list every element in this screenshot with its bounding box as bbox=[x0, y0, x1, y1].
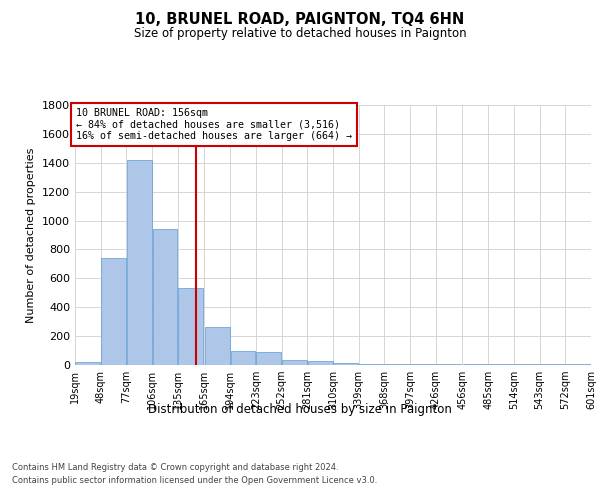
Bar bbox=[101, 258, 126, 365]
Text: 10, BRUNEL ROAD, PAIGNTON, TQ4 6HN: 10, BRUNEL ROAD, PAIGNTON, TQ4 6HN bbox=[136, 12, 464, 28]
Bar bbox=[436, 364, 461, 365]
Bar bbox=[540, 364, 565, 365]
Bar bbox=[76, 362, 100, 365]
Bar bbox=[385, 364, 410, 365]
Text: Contains public sector information licensed under the Open Government Licence v3: Contains public sector information licen… bbox=[12, 476, 377, 485]
Bar bbox=[308, 362, 332, 365]
Bar bbox=[127, 160, 152, 365]
Text: Size of property relative to detached houses in Paignton: Size of property relative to detached ho… bbox=[134, 28, 466, 40]
Bar bbox=[152, 229, 178, 365]
Bar bbox=[334, 363, 358, 365]
Text: Distribution of detached houses by size in Paignton: Distribution of detached houses by size … bbox=[148, 402, 452, 415]
Bar bbox=[514, 364, 539, 365]
Y-axis label: Number of detached properties: Number of detached properties bbox=[26, 148, 37, 322]
Bar bbox=[488, 364, 514, 365]
Bar bbox=[256, 352, 281, 365]
Text: Contains HM Land Registry data © Crown copyright and database right 2024.: Contains HM Land Registry data © Crown c… bbox=[12, 462, 338, 471]
Bar bbox=[359, 364, 384, 365]
Text: 10 BRUNEL ROAD: 156sqm
← 84% of detached houses are smaller (3,516)
16% of semi-: 10 BRUNEL ROAD: 156sqm ← 84% of detached… bbox=[76, 108, 352, 141]
Bar bbox=[178, 288, 203, 365]
Bar bbox=[566, 364, 590, 365]
Bar bbox=[463, 364, 488, 365]
Bar bbox=[282, 360, 307, 365]
Bar bbox=[205, 326, 230, 365]
Bar bbox=[230, 350, 256, 365]
Bar bbox=[410, 364, 436, 365]
Bar bbox=[592, 363, 600, 365]
